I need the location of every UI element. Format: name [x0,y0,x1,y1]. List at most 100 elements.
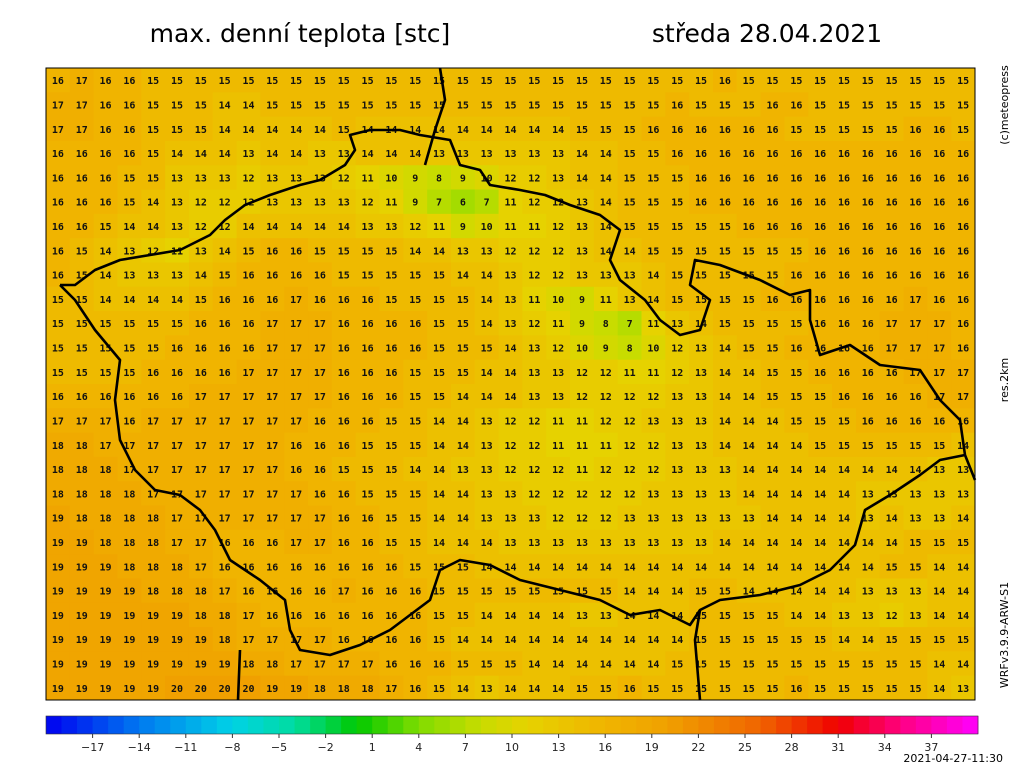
temperature-cell [308,286,333,312]
temperature-cell [236,311,261,336]
temperature-cell [498,140,523,166]
temperature-cell [832,213,857,239]
temperature-value: 15 [600,684,612,695]
temperature-value: 11 [362,173,374,184]
temperature-cell [617,286,643,312]
temperature-value: 15 [838,100,850,111]
temperature-cell [188,408,214,434]
temperature-cell [450,92,476,118]
temperature-cell [308,432,333,458]
temperature-cell [284,116,309,142]
temperature-value: 16 [123,100,135,111]
temperature-value: 12 [242,173,254,184]
temperature-value: 16 [385,392,397,403]
temperature-value: 13 [576,611,588,622]
temperature-value: 16 [314,271,326,282]
temperature-cell [46,116,71,142]
temperature-value: 14 [219,149,231,160]
temperature-value: 16 [338,368,350,379]
temperature-cell [355,189,380,215]
temperature-cell [165,68,190,93]
temperature-value: 17 [266,344,278,355]
temperature-cell [498,408,523,434]
colorbar-step [853,716,870,734]
temperature-value: 16 [719,76,731,87]
temperature-value: 16 [814,368,826,379]
temperature-value: 18 [123,538,135,549]
temperature-cell [641,359,666,385]
temperature-value: 16 [123,76,135,87]
temperature-cell [760,335,785,361]
temperature-value: 17 [242,489,254,500]
temperature-cell [212,335,238,361]
temperature-value: 17 [909,295,921,306]
temperature-value: 17 [266,368,278,379]
temperature-value: 14 [719,441,731,452]
temperature-value: 16 [409,635,421,646]
temperature-cell [617,359,643,385]
temperature-value: 17 [147,465,159,476]
temperature-cell [712,68,738,93]
temperature-value: 15 [171,125,183,136]
temperature-value: 16 [838,271,850,282]
temperature-value: 15 [433,368,445,379]
temperature-value: 12 [528,319,540,330]
temperature-cell [117,140,142,166]
temperature-cell [308,92,333,118]
temperature-cell [308,116,333,142]
temperature-value: 12 [647,392,659,403]
colorbar-step [325,716,342,734]
temperature-cell [760,68,785,93]
temperature-value: 14 [481,368,493,379]
temperature-value: 14 [504,635,516,646]
temperature-value: 15 [147,125,159,136]
temperature-value: 18 [76,465,88,476]
temperature-cell [355,213,380,239]
temperature-cell [784,238,809,263]
temperature-value: 15 [242,246,254,257]
temperature-cell [641,384,666,409]
temperature-value: 14 [671,562,683,573]
temperature-cell [665,213,690,239]
temperature-cell [165,213,190,239]
temperature-value: 14 [886,465,898,476]
temperature-value: 19 [123,611,135,622]
temperature-value: 15 [290,76,302,87]
colorbar-step [558,716,575,734]
temperature-value: 15 [838,660,850,671]
temperature-cell [188,165,214,191]
temperature-cell [188,311,214,336]
temperature-cell [236,384,261,409]
temperature-value: 16 [743,198,755,209]
temperature-cell [165,432,190,458]
temperature-value: 17 [886,344,898,355]
temperature-value: 15 [719,587,731,598]
temperature-value: 15 [219,76,231,87]
temperature-value: 17 [362,660,374,671]
temperature-value: 17 [76,100,88,111]
temperature-cell [855,384,881,409]
temperature-cell [546,335,571,361]
colorbar-label: −2 [317,741,333,754]
temperature-cell [355,408,380,434]
temperature-value: 17 [290,392,302,403]
temperature-cell [808,359,833,385]
temperature-cell [617,116,643,142]
temperature-cell [665,165,690,191]
temperature-cell [450,116,476,142]
colorbar-step [434,716,451,734]
temperature-value: 16 [266,295,278,306]
temperature-value: 14 [600,246,612,257]
temperature-value: 16 [385,562,397,573]
temperature-cell [546,311,571,336]
temperature-value: 12 [647,441,659,452]
temperature-cell [808,408,833,434]
temperature-value: 14 [433,514,445,525]
temperature-cell [46,165,71,191]
temperature-value: 17 [909,319,921,330]
temperature-cell [784,68,809,93]
temperature-cell [450,238,476,263]
temperature-cell [117,311,142,336]
temperature-value: 19 [123,684,135,695]
temperature-value: 14 [743,562,755,573]
